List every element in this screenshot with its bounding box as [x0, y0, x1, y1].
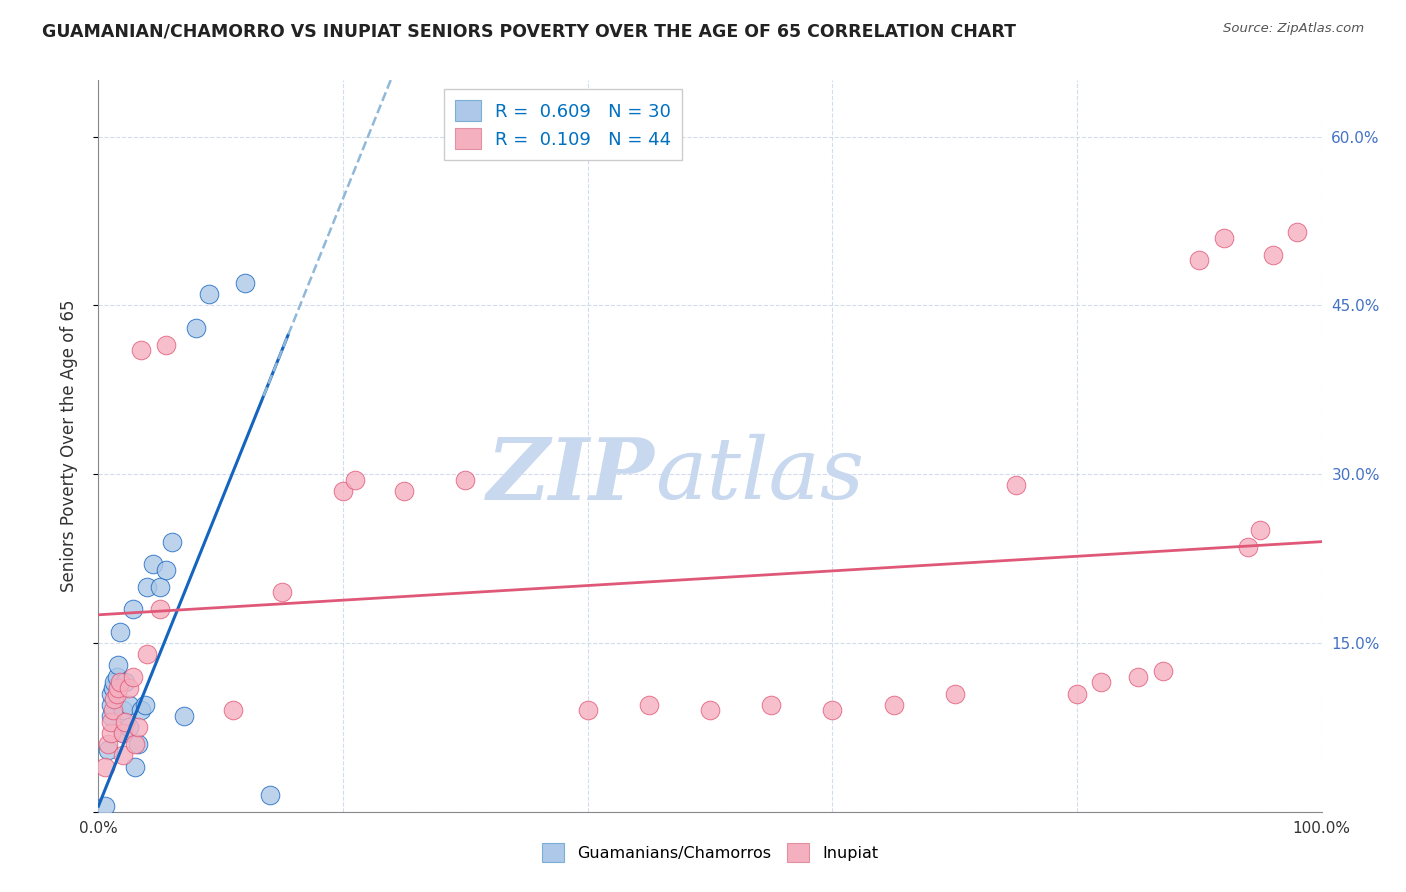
Point [114, 675, 136, 690]
Point [943, 687, 966, 701]
Point [1212, 231, 1234, 245]
Point [121, 670, 143, 684]
Point [233, 276, 256, 290]
Point [173, 709, 195, 723]
Point [1261, 248, 1284, 262]
Point [1188, 253, 1211, 268]
Point [127, 737, 149, 751]
Point [97, 743, 120, 757]
Point [222, 703, 245, 717]
Point [155, 337, 177, 351]
Y-axis label: Seniors Poverty Over the Age of 65: Seniors Poverty Over the Age of 65 [59, 300, 77, 592]
Point [699, 703, 721, 717]
Point [149, 602, 172, 616]
Point [136, 647, 159, 661]
Point [1286, 225, 1309, 239]
Point [821, 703, 844, 717]
Point [160, 534, 183, 549]
Point [1152, 664, 1174, 678]
Point [93, 760, 115, 774]
Point [134, 698, 156, 712]
Point [124, 760, 146, 774]
Point [111, 703, 134, 717]
Point [111, 726, 134, 740]
Point [454, 473, 477, 487]
Point [1066, 687, 1088, 701]
Point [155, 563, 177, 577]
Point [1249, 524, 1271, 538]
Point [118, 720, 141, 734]
Point [100, 714, 122, 729]
Point [97, 737, 120, 751]
Point [883, 698, 905, 712]
Point [100, 726, 122, 740]
Point [100, 698, 122, 712]
Point [1090, 675, 1112, 690]
Point [129, 703, 152, 717]
Point [576, 703, 599, 717]
Point [638, 698, 661, 712]
Text: GUAMANIAN/CHAMORRO VS INUPIAT SENIORS POVERTY OVER THE AGE OF 65 CORRELATION CHA: GUAMANIAN/CHAMORRO VS INUPIAT SENIORS PO… [42, 22, 1017, 40]
Point [259, 788, 281, 802]
Point [392, 483, 416, 498]
Point [118, 681, 141, 695]
Point [127, 720, 149, 734]
Point [103, 675, 125, 690]
Point [93, 799, 115, 814]
Point [1004, 478, 1026, 492]
Point [142, 557, 165, 571]
Point [110, 624, 132, 639]
Point [149, 580, 172, 594]
Point [100, 709, 122, 723]
Point [332, 483, 354, 498]
Point [197, 287, 219, 301]
Point [186, 321, 208, 335]
Point [101, 703, 124, 717]
Point [136, 580, 159, 594]
Point [129, 343, 152, 358]
Point [1237, 541, 1260, 555]
Text: Source: ZipAtlas.com: Source: ZipAtlas.com [1223, 22, 1364, 36]
Text: ZIP: ZIP [486, 434, 655, 517]
Point [121, 602, 143, 616]
Point [107, 681, 129, 695]
Point [118, 698, 141, 712]
Point [270, 585, 294, 599]
Point [107, 658, 129, 673]
Point [100, 687, 122, 701]
Point [344, 473, 367, 487]
Point [1128, 670, 1150, 684]
Point [124, 737, 146, 751]
Point [110, 675, 132, 690]
Point [105, 687, 128, 701]
Point [103, 692, 125, 706]
Legend: Guamanians/Chamorros, Inupiat: Guamanians/Chamorros, Inupiat [534, 835, 886, 870]
Text: atlas: atlas [655, 434, 865, 516]
Point [101, 681, 124, 695]
Point [111, 748, 134, 763]
Point [761, 698, 783, 712]
Point [114, 714, 136, 729]
Point [105, 670, 128, 684]
Point [111, 726, 134, 740]
